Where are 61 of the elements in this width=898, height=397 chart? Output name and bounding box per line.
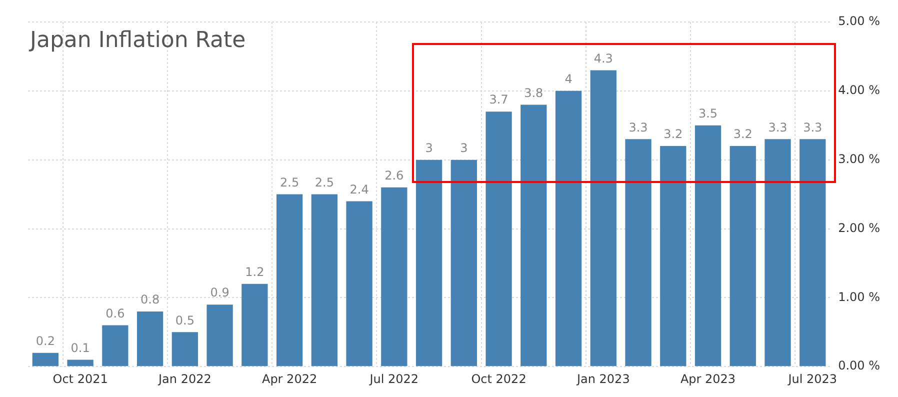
bar (555, 90, 582, 366)
y-tick-label: 2.00 % (838, 220, 880, 235)
data-label: 3.3 (803, 120, 822, 134)
data-label: 3.2 (664, 127, 683, 142)
bar (381, 187, 408, 366)
y-tick-label: 3.00 % (838, 152, 880, 166)
data-label: 3 (460, 140, 468, 155)
y-tick-label: 1.00 % (838, 290, 880, 304)
x-tick-label: Apr 2022 (262, 372, 318, 386)
data-label: 2.5 (280, 175, 300, 190)
bar (450, 160, 477, 366)
bar (172, 332, 198, 366)
data-label: 3.8 (524, 86, 544, 100)
x-tick-label: Oct 2022 (471, 372, 526, 386)
bar (311, 194, 338, 366)
bar (590, 70, 616, 366)
data-label: 3.3 (768, 120, 788, 134)
bar (694, 125, 722, 366)
x-tick-label: Jan 2023 (576, 372, 630, 386)
x-tick-label: Jul 2023 (787, 372, 838, 386)
bar (346, 201, 372, 366)
x-tick-label: Jan 2022 (157, 372, 212, 386)
bar (800, 139, 826, 366)
bar (660, 146, 686, 366)
bar (520, 104, 547, 366)
data-label: 0.8 (140, 292, 160, 307)
x-tick-label: Jul 2022 (368, 372, 419, 386)
data-label: 3 (425, 140, 433, 155)
x-tick-label: Oct 2021 (52, 372, 108, 386)
chart-title: Japan Inflation Rate (30, 28, 246, 53)
x-tick-label: Apr 2023 (680, 372, 736, 386)
data-label: 0.9 (210, 286, 230, 300)
data-label: 4.3 (594, 51, 613, 66)
data-label: 0.2 (36, 334, 55, 348)
bar (486, 112, 512, 366)
data-label: 4 (564, 72, 572, 86)
y-tick-label: 4.00 % (838, 83, 880, 98)
bar (136, 311, 164, 366)
bar (416, 160, 442, 366)
bar (625, 139, 652, 366)
data-label: 0.6 (106, 306, 125, 320)
bar (32, 352, 59, 366)
bar (242, 284, 268, 366)
bar (206, 304, 233, 366)
data-label: 2.5 (314, 175, 334, 190)
bar (276, 194, 303, 366)
bar (764, 139, 791, 366)
y-tick-label: 5.00 % (838, 14, 880, 28)
data-label: 2.6 (384, 168, 404, 183)
data-label: 0.5 (175, 313, 194, 328)
data-label: 2.4 (350, 182, 369, 196)
data-label: 3.2 (733, 127, 752, 142)
data-label: 3.3 (628, 120, 648, 134)
bar (67, 360, 94, 366)
data-label: 3.5 (698, 106, 718, 121)
bar (102, 325, 128, 366)
y-tick-label: 0.00 % (838, 358, 880, 373)
data-label: 1.2 (245, 265, 264, 280)
data-label: 0.1 (70, 340, 90, 355)
bar (730, 146, 756, 366)
data-label: 3.7 (489, 92, 508, 107)
